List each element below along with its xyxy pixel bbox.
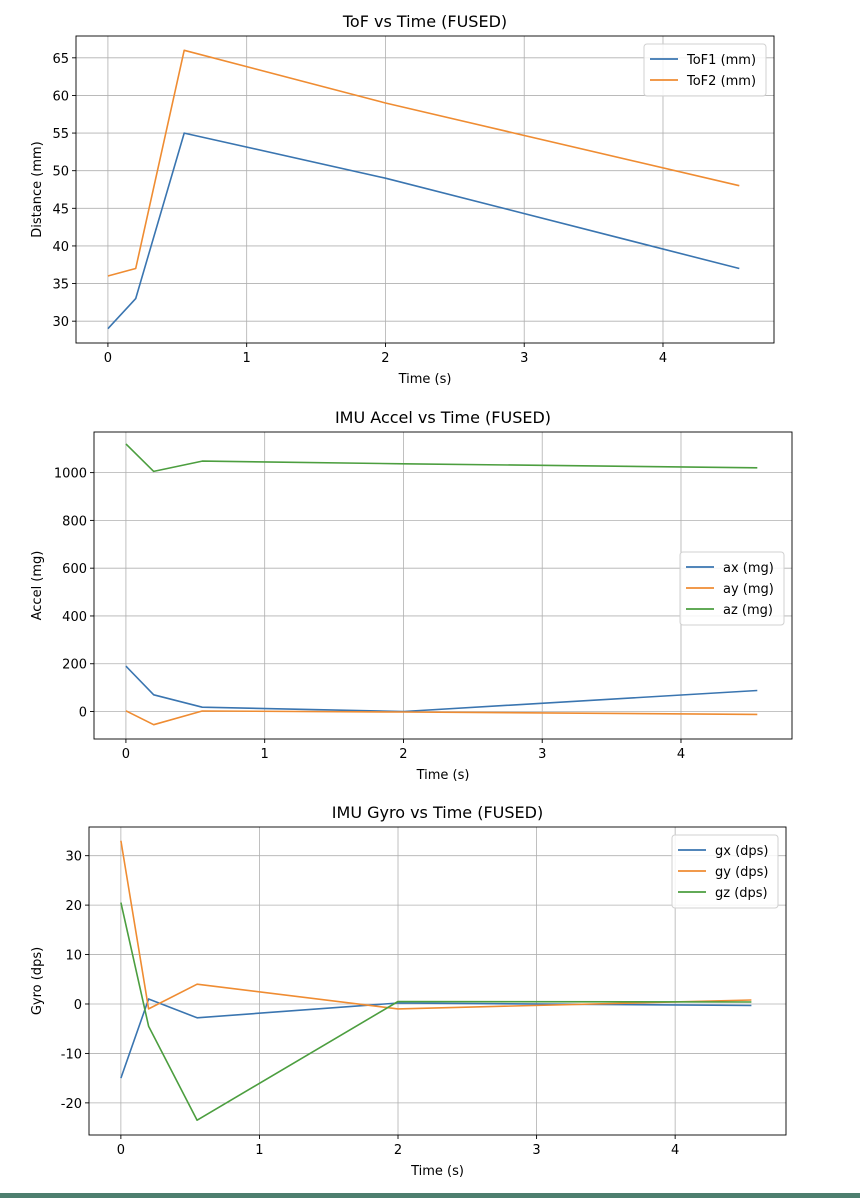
y-tick-label: 60 xyxy=(52,89,69,104)
y-tick-label: 65 xyxy=(52,52,69,67)
y-tick-label: 20 xyxy=(65,899,82,914)
series-line xyxy=(120,902,752,1121)
x-tick-label: 1 xyxy=(243,351,251,366)
y-tick-label: 800 xyxy=(62,514,87,529)
legend-box xyxy=(643,43,767,97)
x-axis-label: Time (s) xyxy=(398,372,452,387)
legend-label: az (mg) xyxy=(723,603,773,618)
y-tick-label: 0 xyxy=(74,998,82,1013)
y-tick-label: 200 xyxy=(62,658,87,673)
chart-2: 0 1 2 3 4 0 200 400 600 800 1000 IMU Accel vs Time … xyxy=(30,408,793,783)
chart-title: IMU Gyro vs Time (FUSED) xyxy=(332,803,543,822)
series-line xyxy=(125,443,758,473)
series-line xyxy=(120,840,752,1010)
legend-label: ax (mg) xyxy=(723,561,774,576)
x-tick-label: 4 xyxy=(677,747,685,762)
y-tick-label: 55 xyxy=(52,127,69,142)
y-tick-label: -20 xyxy=(61,1097,82,1112)
y-axis-label: Accel (mg) xyxy=(30,551,45,621)
x-tick-label: 3 xyxy=(538,747,546,762)
series-line xyxy=(125,665,758,713)
y-tick-label: 40 xyxy=(52,240,69,255)
y-axis-label: Gyro (dps) xyxy=(30,947,45,1015)
y-tick-label: 50 xyxy=(52,165,69,180)
y-tick-label: 30 xyxy=(52,315,69,330)
series-line xyxy=(107,49,740,277)
x-tick-label: 1 xyxy=(261,747,269,762)
chart-3: 0 1 2 3 4 -20 -10 0 10 20 30 IMU Gyro vs Time (FUSE… xyxy=(30,803,787,1179)
x-axis-label: Time (s) xyxy=(416,768,470,783)
y-tick-label: -10 xyxy=(61,1047,82,1062)
series-line xyxy=(120,998,752,1079)
x-tick-label: 4 xyxy=(671,1143,679,1158)
x-tick-label: 0 xyxy=(117,1143,125,1158)
legend-label: ay (mg) xyxy=(723,582,774,597)
y-tick-label: 35 xyxy=(52,278,69,293)
y-tick-label: 0 xyxy=(79,706,87,721)
chart-title: IMU Accel vs Time (FUSED) xyxy=(335,408,551,427)
y-tick-label: 45 xyxy=(52,202,69,217)
series-line xyxy=(107,132,740,330)
x-tick-label: 2 xyxy=(381,351,389,366)
y-axis-label: Distance (mm) xyxy=(30,141,45,237)
legend-box xyxy=(671,834,779,909)
chart-title: ToF vs Time (FUSED) xyxy=(342,12,507,31)
x-axis-label: Time (s) xyxy=(410,1164,464,1179)
legend-label: gz (dps) xyxy=(715,886,768,901)
x-tick-label: 2 xyxy=(399,747,407,762)
x-tick-label: 0 xyxy=(104,351,112,366)
legend-label: ToF2 (mm) xyxy=(686,74,756,89)
x-tick-label: 1 xyxy=(255,1143,263,1158)
y-tick-label: 400 xyxy=(62,610,87,625)
plot-frame xyxy=(88,826,787,1136)
y-tick-label: 10 xyxy=(65,949,82,964)
x-tick-label: 3 xyxy=(532,1143,540,1158)
plot-frame xyxy=(93,431,793,740)
legend-label: gy (dps) xyxy=(715,865,769,880)
y-tick-label: 30 xyxy=(65,850,82,865)
chart-1: 0 1 2 3 4 30 35 40 45 50 55 60 65 ToF vs Time (FUSED)… xyxy=(30,12,775,387)
x-tick-label: 0 xyxy=(122,747,130,762)
bottom-strip xyxy=(0,1193,860,1198)
y-tick-label: 600 xyxy=(62,562,87,577)
plot-frame xyxy=(75,35,775,344)
x-tick-label: 2 xyxy=(394,1143,402,1158)
y-tick-label: 1000 xyxy=(54,467,87,482)
x-tick-label: 4 xyxy=(659,351,667,366)
x-tick-label: 3 xyxy=(520,351,528,366)
legend-label: ToF1 (mm) xyxy=(686,53,756,68)
legend-label: gx (dps) xyxy=(715,844,769,859)
legend-box xyxy=(679,551,785,626)
series-line xyxy=(125,710,758,726)
